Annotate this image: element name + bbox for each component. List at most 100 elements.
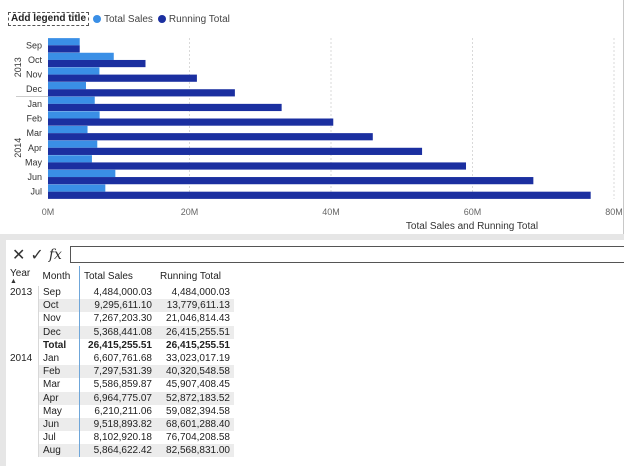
cell-sales: 6,607,761.68	[79, 351, 156, 366]
cell-running: 4,484,000.03	[171, 287, 230, 299]
header-running-total[interactable]: Running Total	[160, 270, 221, 282]
bar-total-sales	[48, 125, 88, 134]
formula-bar: ✕ ✓ fx	[6, 244, 624, 266]
cell-month: Total	[38, 338, 80, 352]
bar-running-total	[48, 177, 534, 185]
table-total-row: Total 26,415,255.51 26,415,255.51	[6, 338, 234, 352]
cell-year	[6, 392, 39, 405]
formula-input[interactable]	[70, 246, 624, 263]
cell-month: Feb	[38, 365, 80, 379]
table-row: Apr 6,964,775.07 52,872,183.52	[6, 391, 234, 405]
cell-running: 82,568,831.00	[156, 444, 234, 458]
y-group-label: 2014	[13, 138, 23, 158]
header-year[interactable]: Year ▲	[6, 266, 39, 286]
cell-running: 76,704,208.58	[166, 432, 230, 444]
table-row: Oct 9,295,611.10 13,779,611.13	[6, 299, 234, 313]
cell-sales: 5,368,441.08	[79, 325, 156, 339]
bar-running-total	[48, 103, 282, 112]
cell-month: Jun	[38, 417, 80, 432]
fx-icon[interactable]: fx	[48, 247, 62, 263]
y-tick-label: Sep	[26, 40, 42, 50]
table-header-row: Year ▲ Month Total Sales Running Total	[6, 266, 234, 286]
y-tick-label: Jul	[30, 187, 42, 197]
cell-sales: 9,295,611.10	[79, 299, 156, 313]
cell-running: 68,601,288.40	[156, 417, 234, 432]
table-row: 2013 Sep 4,484,000.03 4,484,000.03	[6, 286, 234, 300]
table-row: Aug 5,864,622.42 82,568,831.00	[6, 444, 234, 458]
bar-total-sales	[48, 169, 116, 178]
legend-item-total-sales[interactable]: Total Sales	[93, 14, 153, 25]
cell-year	[6, 378, 39, 391]
chart-visual[interactable]: Add legend title Total Sales Running Tot…	[0, 0, 624, 234]
header-total-sales[interactable]: Total Sales	[79, 266, 156, 286]
legend: Add legend title Total Sales Running Tot…	[8, 12, 235, 26]
cell-sales: 8,102,920.18	[79, 431, 156, 445]
table-row: Jun 9,518,893.82 68,601,288.40	[6, 417, 234, 432]
y-group-label: 2013	[13, 57, 23, 77]
legend-item-running-total[interactable]: Running Total	[157, 13, 230, 25]
bar-total-sales	[48, 111, 100, 119]
legend-title[interactable]: Add legend title	[8, 12, 89, 26]
cell-month: Jul	[38, 431, 80, 445]
cell-year	[6, 299, 39, 312]
header-month[interactable]: Month	[42, 270, 71, 282]
data-table: Year ▲ Month Total Sales Running Total 20…	[6, 266, 234, 458]
x-tick-label: 0M	[42, 207, 55, 217]
cell-month: Nov	[38, 312, 80, 326]
cell-month: May	[38, 404, 80, 418]
cell-sales: 6,210,211.06	[79, 404, 156, 418]
x-tick-label: 80M	[605, 207, 623, 217]
x-tick-label: 60M	[464, 207, 482, 217]
cell-month: Aug	[38, 444, 80, 458]
y-tick-label: May	[25, 157, 43, 167]
bar-chart: 0M 20M 40M 60M 80M Total Sales and Running To…	[13, 38, 623, 232]
x-axis-title: Total Sales and Running Total	[406, 221, 538, 232]
cell-sales: 5,586,859.87	[79, 378, 156, 392]
cell-running: 33,023,017.19	[166, 353, 230, 365]
cell-year	[6, 326, 39, 339]
cell-sales: 9,518,893.82	[79, 417, 156, 432]
cell-year	[6, 431, 39, 444]
cell-year: 2014	[10, 353, 33, 365]
legend-dot-running-total	[157, 15, 166, 23]
cell-running: 26,415,255.51	[166, 339, 230, 351]
table-row: Feb 7,297,531.39 40,320,548.58	[6, 365, 234, 379]
table-row: 2014 Jan 6,607,761.68 33,023,017.19	[6, 351, 234, 366]
cell-running: 59,082,394.58	[166, 405, 230, 417]
cell-year	[6, 365, 39, 378]
cell-month: Jan	[38, 351, 80, 366]
x-icon[interactable]: ✕	[12, 247, 26, 264]
cell-running: 21,046,814.43	[166, 313, 230, 325]
left-border	[0, 234, 6, 466]
cell-sales: 26,415,255.51	[79, 338, 156, 352]
y-tick-label: Jun	[27, 172, 42, 182]
cell-running: 13,779,611.13	[156, 299, 234, 313]
legend-label-total-sales: Total Sales	[104, 13, 153, 25]
bar-running-total	[48, 133, 373, 141]
x-tick-label: 40M	[322, 207, 340, 217]
cell-sales: 4,484,000.03	[79, 286, 156, 300]
cell-month: Oct	[38, 299, 80, 313]
y-tick-label: Feb	[26, 114, 42, 124]
cell-year	[6, 405, 39, 418]
data-table-panel: Year ▲ Month Total Sales Running Total 20…	[6, 266, 624, 466]
bar-running-total	[48, 162, 467, 170]
cell-sales: 7,297,531.39	[79, 365, 156, 379]
table-row: Dec 5,368,441.08 26,415,255.51	[6, 325, 234, 339]
y-tick-label: Mar	[27, 128, 43, 138]
table-row: Jul 8,102,920.18 76,704,208.58	[6, 431, 234, 445]
table-row: Mar 5,586,859.87 45,907,408.45	[6, 378, 234, 392]
bar-total-sales	[48, 38, 80, 46]
y-tick-label: Nov	[26, 70, 43, 80]
y-tick-label: Oct	[28, 55, 43, 65]
cell-sales: 6,964,775.07	[79, 391, 156, 405]
x-tick-label: 20M	[181, 207, 199, 217]
legend-label-running-total: Running Total	[168, 13, 230, 25]
bar-running-total	[48, 147, 423, 155]
bar-running-total	[48, 74, 197, 82]
table-row: May 6,210,211.06 59,082,394.58	[6, 404, 234, 418]
cell-month: Mar	[38, 378, 80, 392]
sort-ascending-icon[interactable]: ▲	[10, 277, 17, 285]
check-icon[interactable]: ✓	[30, 247, 44, 264]
cell-month: Sep	[38, 286, 80, 300]
